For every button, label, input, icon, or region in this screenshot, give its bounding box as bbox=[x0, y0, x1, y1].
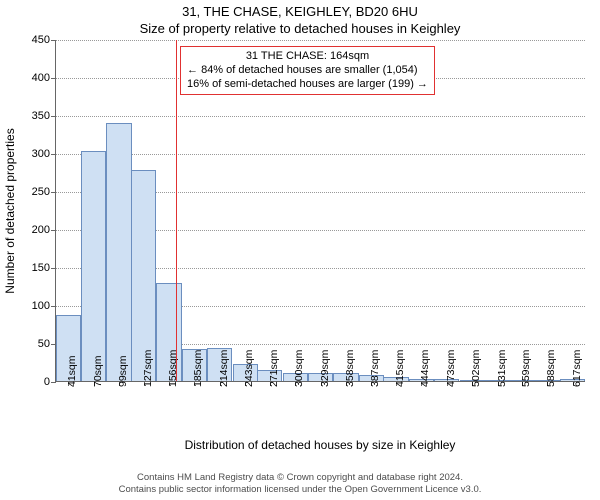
footer-line2: Contains public sector information licen… bbox=[0, 484, 600, 496]
xtick-label: 559sqm bbox=[520, 350, 532, 387]
annotation-line: ← 84% of detached houses are smaller (1,… bbox=[187, 64, 428, 78]
histogram-bar bbox=[81, 151, 106, 381]
ytick-label: 0 bbox=[44, 376, 50, 388]
footer-line1: Contains HM Land Registry data © Crown c… bbox=[0, 472, 600, 484]
chart-title-line2: Size of property relative to detached ho… bbox=[0, 21, 600, 36]
ytick-label: 100 bbox=[32, 300, 50, 312]
ytick-mark bbox=[51, 78, 56, 79]
chart-container: 31, THE CHASE, KEIGHLEY, BD20 6HU Size o… bbox=[0, 0, 600, 500]
xtick-label: 329sqm bbox=[319, 350, 331, 387]
gridline-h bbox=[56, 154, 585, 155]
annotation-line: 31 THE CHASE: 164sqm bbox=[187, 50, 428, 64]
xtick-label: 358sqm bbox=[344, 350, 356, 387]
xtick-label: 415sqm bbox=[394, 350, 406, 387]
gridline-h bbox=[56, 40, 585, 41]
xtick-label: 531sqm bbox=[496, 350, 508, 387]
chart-title-line1: 31, THE CHASE, KEIGHLEY, BD20 6HU bbox=[0, 4, 600, 19]
xtick-label: 473sqm bbox=[445, 350, 457, 387]
ytick-label: 350 bbox=[32, 110, 50, 122]
annotation-box: 31 THE CHASE: 164sqm← 84% of detached ho… bbox=[180, 46, 435, 95]
ytick-mark bbox=[51, 306, 56, 307]
footer-attribution: Contains HM Land Registry data © Crown c… bbox=[0, 472, 600, 496]
y-axis-label: Number of detached properties bbox=[3, 128, 17, 293]
xtick-label: 185sqm bbox=[192, 350, 204, 387]
xtick-label: 617sqm bbox=[571, 350, 583, 387]
ytick-mark bbox=[51, 268, 56, 269]
xtick-label: 156sqm bbox=[167, 350, 179, 387]
xtick-label: 243sqm bbox=[243, 350, 255, 387]
ytick-label: 200 bbox=[32, 224, 50, 236]
gridline-h bbox=[56, 116, 585, 117]
xtick-label: 99sqm bbox=[117, 355, 129, 387]
ytick-label: 50 bbox=[38, 338, 50, 350]
xtick-label: 271sqm bbox=[268, 350, 280, 387]
plot-area: 05010015020025030035040045041sqm70sqm99s… bbox=[55, 40, 585, 382]
ytick-mark bbox=[51, 382, 56, 383]
xtick-label: 502sqm bbox=[470, 350, 482, 387]
xtick-label: 41sqm bbox=[66, 355, 78, 387]
ytick-mark bbox=[51, 192, 56, 193]
ytick-label: 300 bbox=[32, 148, 50, 160]
xtick-label: 214sqm bbox=[218, 350, 230, 387]
ytick-label: 250 bbox=[32, 186, 50, 198]
xtick-label: 127sqm bbox=[142, 350, 154, 387]
ytick-mark bbox=[51, 154, 56, 155]
x-axis-label: Distribution of detached houses by size … bbox=[55, 438, 585, 452]
annotation-line: 16% of semi-detached houses are larger (… bbox=[187, 78, 428, 92]
xtick-label: 444sqm bbox=[419, 350, 431, 387]
xtick-label: 70sqm bbox=[92, 355, 104, 387]
ytick-mark bbox=[51, 230, 56, 231]
reference-line bbox=[176, 40, 177, 381]
ytick-label: 400 bbox=[32, 72, 50, 84]
ytick-mark bbox=[51, 40, 56, 41]
xtick-label: 300sqm bbox=[293, 350, 305, 387]
ytick-label: 150 bbox=[32, 262, 50, 274]
ytick-mark bbox=[51, 116, 56, 117]
histogram-bar bbox=[106, 123, 131, 381]
xtick-label: 387sqm bbox=[369, 350, 381, 387]
ytick-label: 450 bbox=[32, 34, 50, 46]
xtick-label: 588sqm bbox=[545, 350, 557, 387]
